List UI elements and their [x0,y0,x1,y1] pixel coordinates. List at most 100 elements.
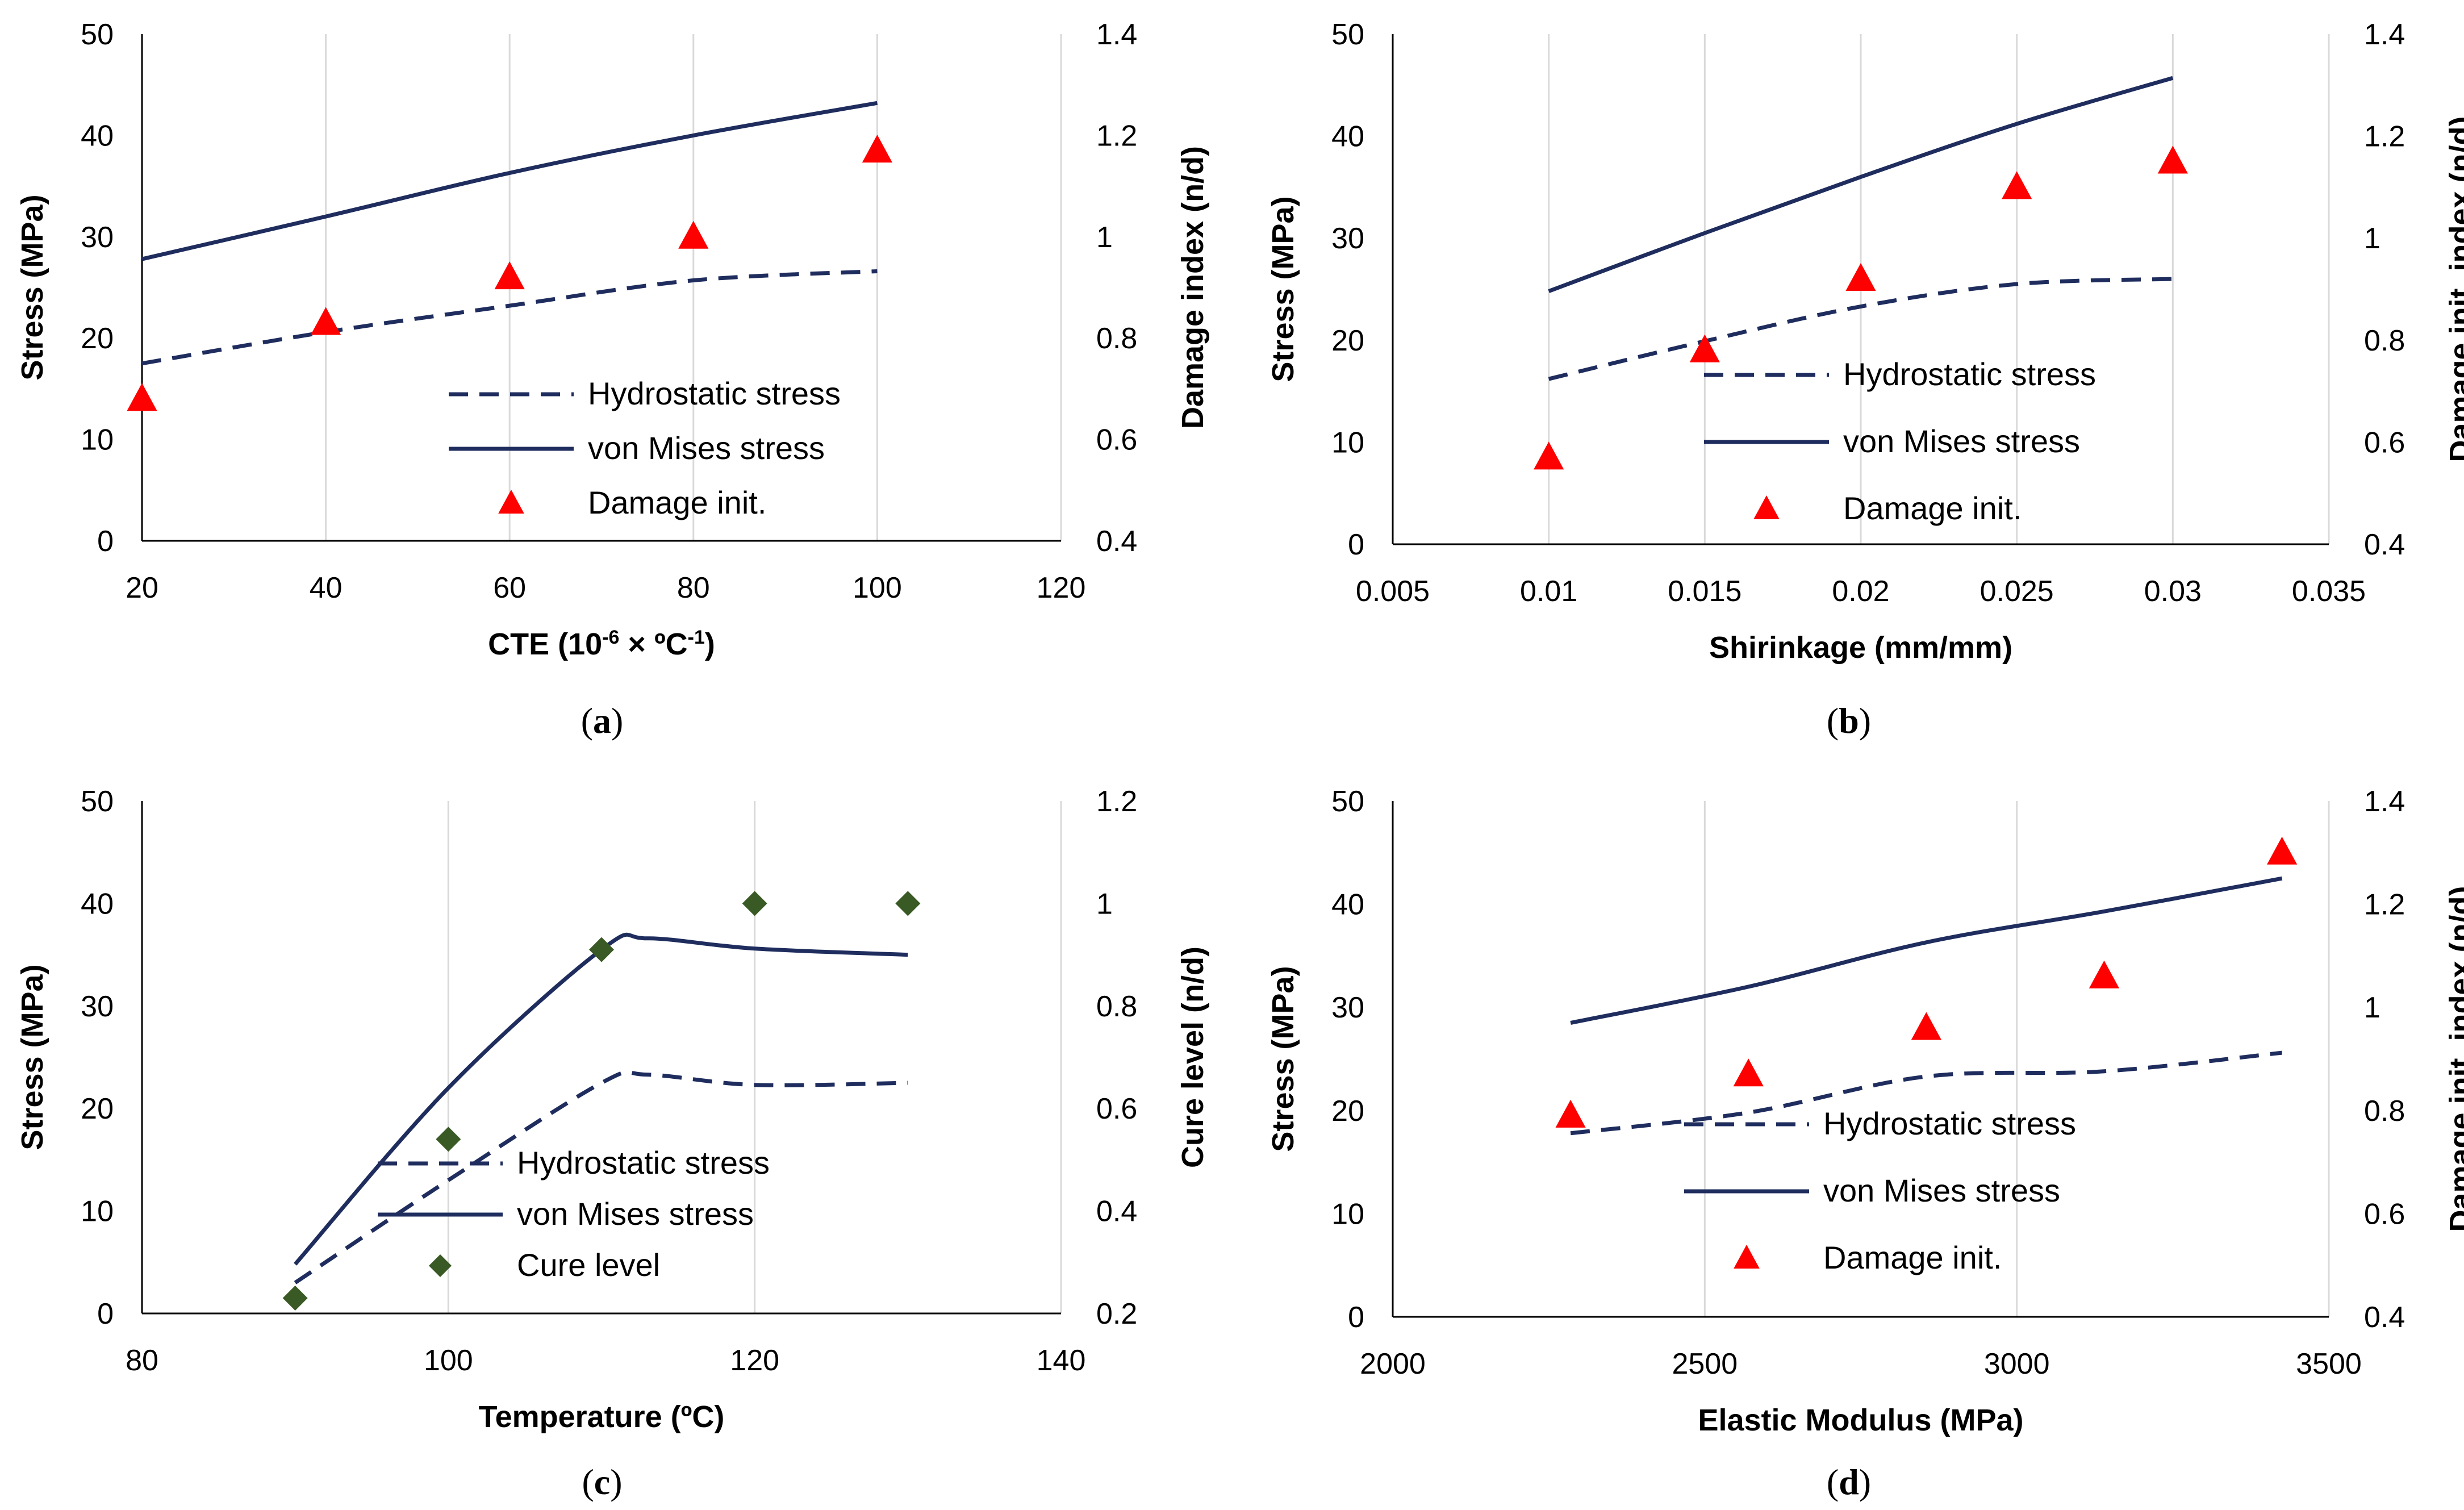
legend-label-von-mises-stress: von Mises stress [517,1196,754,1232]
legend-swatch-damage-init [1734,1245,1760,1269]
x-axis-title: Shirinkage (mm/mm) [1709,631,2012,665]
legend-label-damage-init: Damage init. [1823,1240,2002,1275]
x-axis-title: Temperature (ºC) [479,1400,725,1434]
data-point-damage-init [1911,1012,1941,1040]
x-tick-label: 80 [126,1344,158,1377]
legend-label-hydrostatic-stress: Hydrostatic stress [1823,1106,2076,1141]
panel-label: (b) [1827,700,1871,741]
y2-tick-label: 1.2 [2364,889,2405,921]
x-tick-label: 100 [853,572,902,604]
y2-axis-title: Damage init. index (n/d) [2444,116,2464,462]
x-axis-title: CTE (10-6 × ºC-1) [488,627,715,661]
chart-panel-a: 20 40 60 80 100 120 0 10 20 30 40 50 0.4 0.6 0.8 1 1.2 1.… [15,18,1210,741]
y2-tick-label: 1.2 [2364,120,2405,153]
x-tick-label: 0.025 [1980,575,2054,608]
legend-label-hydrostatic-stress: Hydrostatic stress [517,1145,770,1181]
legend-swatch-damage-init [498,490,524,514]
x-tick-label: 20 [126,572,158,604]
x-tick-label: 40 [310,572,343,604]
data-point-damage-init [494,261,525,290]
y2-tick-label: 0.2 [1096,1298,1137,1330]
data-point-damage-init [2157,145,2188,174]
x-tick-label: 0.005 [1356,575,1430,608]
legend-label-hydrostatic-stress: Hydrostatic stress [588,376,841,411]
y2-tick-label: 1 [2364,991,2381,1024]
y-tick-label: 40 [81,119,114,152]
y2-tick-label: 0.4 [1096,525,1137,558]
y-axis-title: Stress (MPa) [15,964,49,1150]
y2-tick-label: 0.8 [1096,322,1137,355]
y2-tick-label: 1.4 [2364,785,2405,818]
y-tick-label: 0 [97,525,114,558]
y-tick-label: 30 [81,990,114,1023]
y2-tick-label: 1.4 [1096,18,1137,51]
x-tick-label: 0.02 [1832,575,1889,608]
y-tick-label: 10 [1331,1198,1364,1230]
y2-tick-label: 0.6 [2364,1198,2405,1230]
y-tick-label: 20 [1331,1095,1364,1128]
y-tick-label: 0 [1348,528,1364,561]
x-tick-label: 0.03 [2144,575,2202,608]
y-tick-label: 10 [1331,426,1364,459]
series-line-hydrostatic-stress [141,269,878,366]
data-point-damage-init [2002,171,2032,199]
x-tick-label: 140 [1037,1344,1086,1377]
y2-axis-title: Cure level (n/d) [1176,946,1210,1168]
y2-axis-title: Damage init. index (n/d) [2444,886,2464,1232]
legend-label-cure-level: Cure level [517,1247,660,1283]
series-line-hydrostatic-stress [1548,277,2173,381]
data-point-cure-level [895,891,921,916]
x-tick-label: 2000 [1360,1348,1426,1380]
x-tick-label: 100 [424,1344,473,1377]
legend-label-von-mises-stress: von Mises stress [1823,1173,2060,1208]
y2-tick-label: 0.6 [2364,426,2405,459]
data-point-damage-init [1845,263,1876,291]
y-tick-label: 10 [81,424,114,457]
data-point-damage-init [1534,441,1564,470]
data-point-cure-level [589,937,614,962]
series-line-hydrostatic-stress [294,1070,908,1284]
x-tick-label: 3500 [2296,1348,2362,1380]
x-tick-label: 2500 [1672,1348,1738,1380]
x-tick-label: 0.01 [1520,575,1577,608]
y2-tick-label: 0.4 [2364,528,2405,561]
y-axis-title: Stress (MPa) [1266,966,1300,1152]
panel-label: (c) [582,1462,622,1502]
series-line-von-mises-stress [141,101,878,261]
data-point-cure-level [742,891,767,916]
y2-tick-label: 0.6 [1096,424,1137,457]
data-point-cure-level [282,1285,308,1311]
y-tick-label: 30 [1331,222,1364,255]
x-tick-label: 120 [730,1344,779,1377]
y-tick-label: 20 [81,1092,114,1125]
y2-tick-label: 1 [1096,887,1113,920]
legend-label-damage-init: Damage init. [1843,490,2022,526]
data-point-cure-level [436,1127,461,1152]
data-point-damage-init [311,307,341,335]
y-tick-label: 20 [1331,324,1364,357]
series-line-von-mises-stress [294,932,908,1266]
y2-tick-label: 0.4 [2364,1301,2405,1334]
legend-label-damage-init: Damage init. [588,485,766,520]
y2-tick-label: 0.8 [2364,324,2405,357]
y2-tick-label: 1.2 [1096,785,1137,818]
data-point-damage-init [2267,836,2298,865]
y-tick-label: 30 [1331,991,1364,1024]
data-point-damage-init [1555,1099,1586,1128]
y2-tick-label: 0.4 [1096,1195,1137,1228]
y-axis-title: Stress (MPa) [15,194,49,380]
y2-tick-label: 1 [2364,222,2381,255]
series-line-von-mises-stress [1548,76,2174,293]
chart-panel-b: 0.005 0.01 0.015 0.02 0.025 0.03 0.035 0 10 20 30 4… [1266,18,2464,741]
y2-tick-label: 0.6 [1096,1092,1137,1125]
data-point-damage-init [1733,1058,1764,1087]
y2-tick-label: 0.8 [1096,990,1137,1023]
y-tick-label: 0 [1348,1301,1364,1334]
chart-panel-d: 2000 2500 3000 3500 0 10 20 30 40 50 0.4 0.6 0.8 1 1.2… [1266,785,2464,1502]
y-tick-label: 50 [81,785,114,818]
data-point-damage-init [2089,960,2120,988]
x-tick-label: 120 [1037,572,1086,604]
x-tick-label: 60 [493,572,526,604]
x-tick-label: 80 [677,572,710,604]
